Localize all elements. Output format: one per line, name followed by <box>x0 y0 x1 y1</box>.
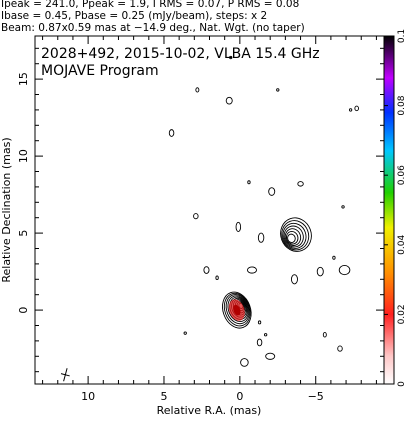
colorbar-tick-label: 0.08 <box>397 95 407 115</box>
y-tick-label: 10 <box>17 149 30 163</box>
x-axis-label: Relative R.A. (mas) <box>157 404 262 417</box>
contour-island <box>263 333 268 337</box>
component-contour <box>284 228 302 246</box>
contour-island <box>268 187 276 196</box>
y-axis-ticks: 0 5 10 15 <box>17 47 384 373</box>
contour-island <box>322 331 327 338</box>
component-contour <box>281 220 310 251</box>
colorbar-tick-label: 0 <box>397 381 407 387</box>
contour-island <box>183 331 187 335</box>
y-tick-label: 15 <box>17 72 30 86</box>
colorbar-tick-label: 0.1 <box>397 29 407 43</box>
contour-island <box>290 274 298 285</box>
contour-island <box>338 264 351 276</box>
x-tick-label: 10 <box>81 390 95 403</box>
colorbar-ticks: 0 0.02 0.04 0.06 0.08 0.1 <box>384 29 407 387</box>
core-contour <box>222 291 252 329</box>
core-contour <box>225 294 250 325</box>
chart-subtitle: MOJAVE Program <box>41 63 159 79</box>
contour-island <box>276 88 280 92</box>
contour-island <box>246 266 257 274</box>
contour-island <box>257 320 262 325</box>
y-axis-label: Relative Declination (mas) <box>0 137 13 282</box>
contour-island <box>354 105 359 112</box>
core-contour <box>223 292 251 327</box>
contour-island <box>316 266 324 277</box>
component-contour <box>282 222 307 249</box>
contour-island <box>265 352 276 360</box>
core-peak-fill <box>233 304 241 316</box>
colorbar-tick-label: 0.04 <box>397 235 407 255</box>
contour-island <box>168 129 175 137</box>
colorbar-tick-label: 0.06 <box>397 165 407 185</box>
contour-island <box>195 87 200 93</box>
contour-island <box>215 275 219 281</box>
beam-minor-axis <box>60 373 70 377</box>
component-contour <box>283 225 304 248</box>
contour-island <box>203 266 210 274</box>
contour-island <box>341 205 345 209</box>
component-contour <box>280 217 312 252</box>
y-tick-label: 5 <box>17 230 30 237</box>
x-tick-label: −5 <box>308 390 324 403</box>
x-tick-label: 0 <box>236 390 243 403</box>
minor-contours <box>168 55 359 367</box>
colorbar <box>383 35 395 385</box>
component-contour <box>285 230 299 245</box>
x-tick-label: 5 <box>160 390 167 403</box>
contour-island <box>229 55 233 60</box>
header-base-line: Ibase = 0.45, Pbase = 0.25 (mJy/beam), s… <box>1 10 268 22</box>
y-tick-label: 0 <box>17 307 30 314</box>
contour-island <box>337 345 343 352</box>
core-contours <box>222 291 252 329</box>
contour-island <box>257 232 265 243</box>
contour-island <box>348 108 353 112</box>
chart-title: 2028+492, 2015-10-02, VLBA 15.4 GHz <box>41 46 320 62</box>
header-beam-line: Beam: 0.87x0.59 mas at −14.9 deg., Nat. … <box>1 22 305 34</box>
contour-island <box>297 181 304 187</box>
beam-marker <box>60 368 70 382</box>
contour-island <box>332 255 336 260</box>
contour-island <box>256 338 263 347</box>
contour-island <box>225 96 233 105</box>
contour-island <box>193 213 199 220</box>
contour-island <box>235 221 242 233</box>
contour-island <box>240 358 249 367</box>
component-contour <box>287 233 296 243</box>
header-peak-line: Ipeak = 241.0, Ppeak = 1.9, I RMS = 0.07… <box>1 0 300 10</box>
contour-island <box>247 180 251 185</box>
jet-component-contours <box>280 217 312 252</box>
x-axis-ticks: 10 5 0 −5 <box>42 36 377 403</box>
core-contour <box>227 295 249 322</box>
colorbar-tick-label: 0.02 <box>397 304 407 324</box>
plot-frame <box>34 35 385 385</box>
